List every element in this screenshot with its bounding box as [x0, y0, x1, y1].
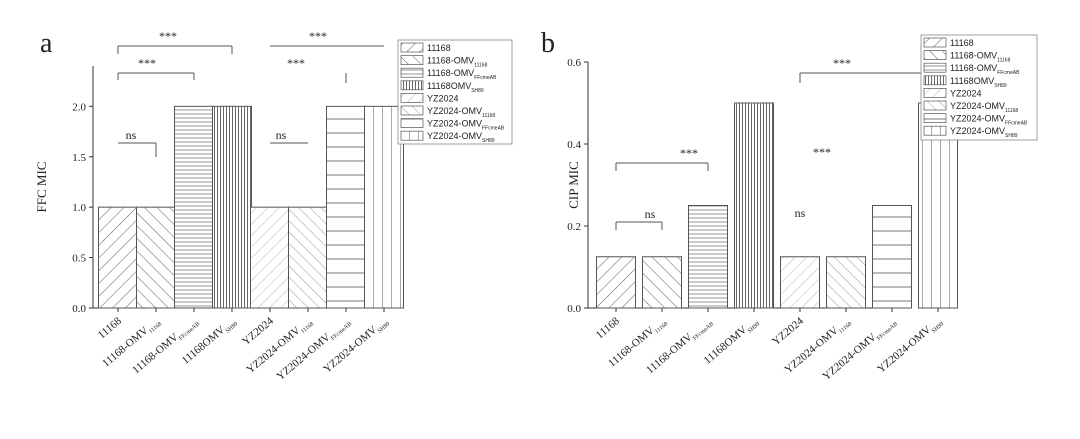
y-axis-label: CIP MIC — [566, 161, 581, 209]
legend-swatch — [923, 113, 947, 123]
y-tick-label: 1.0 — [72, 202, 86, 214]
x-tick-label: YZ2024 — [770, 315, 806, 348]
y-tick-label: 2.0 — [72, 101, 86, 113]
legend-swatch — [400, 130, 424, 141]
bar — [98, 206, 138, 309]
y-tick-label: 0.6 — [567, 57, 581, 69]
legend-label: YZ2024-OMVSH89 — [950, 126, 1018, 139]
significance-label: ns — [126, 128, 137, 142]
legend-label: 11168 — [427, 43, 451, 53]
y-tick-label: 0.0 — [567, 303, 581, 315]
legend-swatch — [923, 125, 947, 136]
legend-swatch — [400, 118, 424, 128]
legend-label: 11168OMVSH89 — [950, 76, 1007, 89]
legend-label: 11168-OMVFFcmeAB — [427, 68, 497, 81]
legend-swatch — [400, 80, 424, 91]
legend-label: YZ2024-OMVSH89 — [427, 131, 495, 144]
significance-label: *** — [813, 145, 831, 159]
x-tick-label: YZ2024-OMVSH89 — [321, 315, 391, 377]
legend-label: YZ2024 — [950, 88, 982, 98]
significance-label: *** — [138, 56, 156, 70]
x-tick-label: YZ2024-OMVSH89 — [875, 315, 945, 377]
bar — [250, 206, 290, 309]
significance-label: *** — [309, 29, 327, 43]
legend-swatch — [923, 50, 947, 60]
legend-label: 11168 — [950, 38, 974, 48]
x-tick-label: YZ2024 — [240, 315, 276, 348]
y-tick-label: 0.2 — [567, 221, 581, 233]
significance-label: ns — [795, 206, 806, 220]
bar — [326, 105, 366, 309]
legend-label: YZ2024-OMV11168 — [427, 106, 495, 119]
legend-label: 11168-OMVFFcmeAB — [950, 63, 1020, 76]
legend-label: 11168OMVSH89 — [427, 81, 484, 94]
y-tick-label: 0.5 — [72, 253, 86, 265]
legend-swatch — [400, 42, 424, 53]
significance-label: *** — [833, 56, 851, 70]
legend-swatch — [923, 88, 947, 98]
x-tick-label: 11168-OMVFFcmeAB — [130, 315, 201, 378]
bar — [596, 256, 636, 309]
x-tick-label: 11168-OMVFFcmeAB — [644, 315, 715, 378]
bar — [872, 205, 912, 309]
y-axis-label: FFC MIC — [34, 162, 49, 213]
significance-label: *** — [680, 146, 698, 160]
x-tick-label: 11168OMVSH89 — [180, 315, 240, 368]
legend-label: YZ2024 — [427, 93, 459, 103]
legend-swatch — [400, 105, 424, 116]
legend-swatch — [923, 62, 947, 73]
legend: 11168 11168-OMV1116811168-OMVFFcmeAB11168… — [920, 34, 1038, 141]
y-tick-label: 0.0 — [72, 303, 86, 315]
legend-label: YZ2024-OMVFFcmeAB — [950, 114, 1028, 127]
legend: 11168 11168-OMV1116811168-OMVFFcmeAB11168… — [397, 39, 513, 145]
bar — [174, 105, 214, 309]
bar — [734, 102, 774, 309]
panel-label: b — [541, 28, 555, 59]
legend-label: YZ2024-OMV11168 — [950, 101, 1018, 114]
panel-a: a 0.0 0.5 1.0 1.5 2.0 FFC MIC 11168 11168-OMV111… — [34, 28, 513, 383]
legend-swatch — [923, 100, 947, 111]
y-tick-label: 1.5 — [72, 152, 86, 164]
bar — [688, 205, 728, 309]
legend-swatch — [400, 67, 424, 78]
legend-label: 11168-OMV11168 — [427, 56, 488, 69]
bar — [288, 206, 328, 309]
significance-label: *** — [287, 56, 305, 70]
significance-label: ns — [645, 207, 656, 221]
legend-swatch — [923, 37, 947, 48]
bar — [780, 256, 820, 309]
legend-swatch — [923, 75, 947, 86]
y-tick-label: 0.4 — [567, 139, 581, 151]
legend-label: 11168-OMV11168 — [950, 51, 1011, 64]
significance-label: ns — [276, 128, 287, 142]
legend-label: YZ2024-OMVFFcmeAB — [427, 119, 505, 132]
x-tick-label: 11168 — [96, 315, 125, 342]
bar — [136, 206, 176, 309]
bar — [826, 256, 866, 309]
x-tick-label: 11168 — [594, 315, 623, 342]
legend-swatch — [400, 55, 424, 65]
significance-label: *** — [159, 29, 177, 43]
panel-label: a — [40, 28, 53, 59]
bar — [642, 256, 682, 309]
bar — [212, 105, 252, 309]
legend-swatch — [400, 93, 424, 103]
